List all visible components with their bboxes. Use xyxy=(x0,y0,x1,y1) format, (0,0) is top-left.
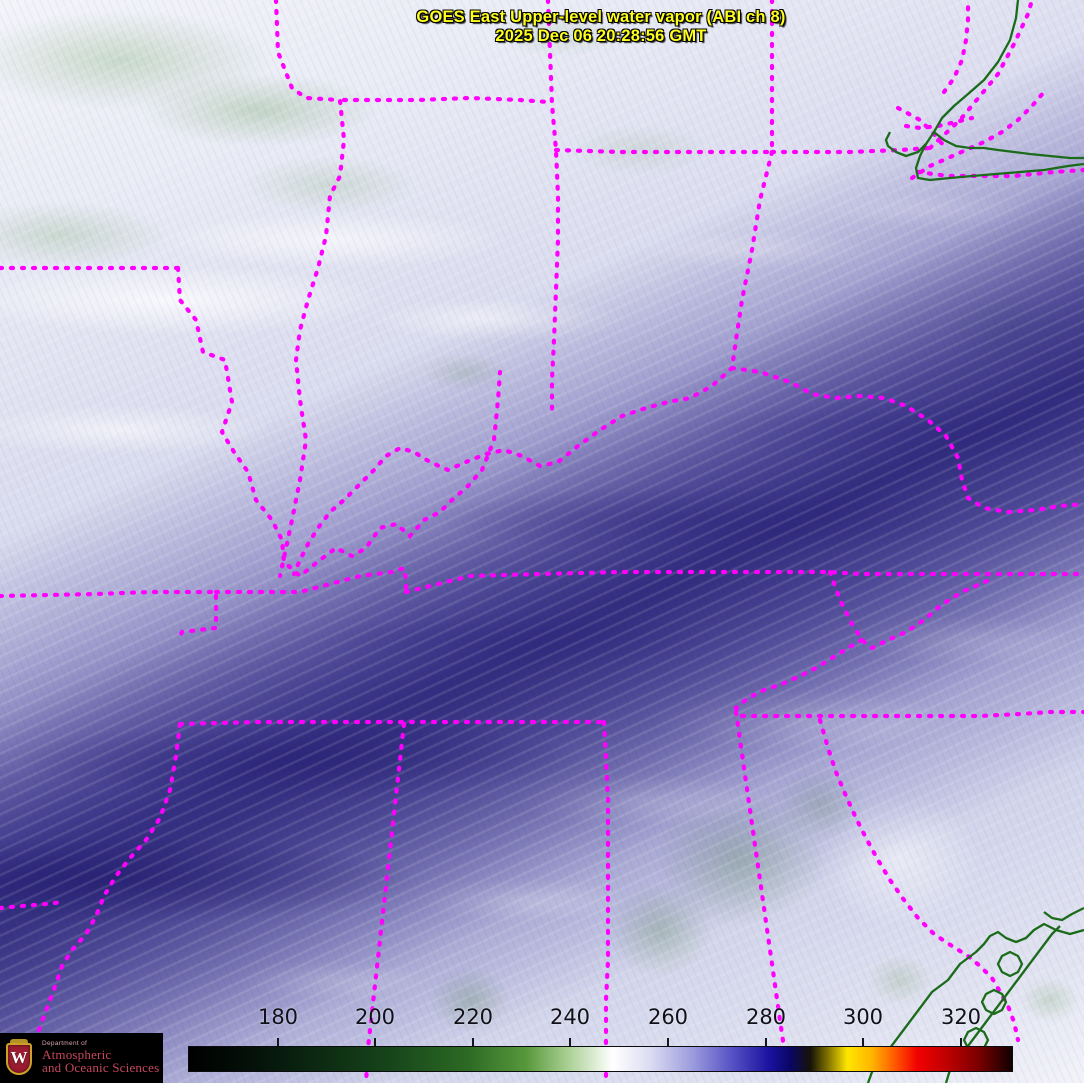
state-border xyxy=(769,145,933,155)
logo-text: Department of Atmospheric and Oceanic Sc… xyxy=(42,1039,160,1076)
state-border xyxy=(817,717,1021,1043)
state-border xyxy=(827,569,997,651)
state-border xyxy=(729,149,775,371)
state-border xyxy=(403,569,1084,595)
crest-shield xyxy=(6,1043,32,1075)
coastline xyxy=(933,131,1084,160)
state-border xyxy=(213,565,409,595)
state-border xyxy=(175,265,503,579)
state-border xyxy=(729,365,1084,515)
uw-crest-icon: W xyxy=(4,1039,34,1077)
uw-aos-logo: W Department of Atmospheric and Oceanic … xyxy=(0,1033,163,1083)
coastline xyxy=(1043,906,1084,922)
colorbar-tick-label: 280 xyxy=(745,1005,787,1029)
colorbar-tick xyxy=(667,1038,669,1051)
state-border xyxy=(733,637,1084,719)
state-border xyxy=(0,589,219,643)
colorbar-tick-label: 200 xyxy=(354,1005,396,1029)
coastline xyxy=(866,922,1084,1083)
colorbar-tick xyxy=(765,1038,767,1051)
state-border xyxy=(545,0,561,413)
state-border xyxy=(291,365,735,577)
state-border xyxy=(553,147,775,155)
colorbar-tick xyxy=(569,1038,571,1051)
colorbar-tick-label: 320 xyxy=(940,1005,982,1029)
state-border xyxy=(601,719,611,1083)
state-border xyxy=(733,709,787,1051)
crest-crown xyxy=(10,1039,28,1046)
colorbar-tick-label: 180 xyxy=(257,1005,299,1029)
colorbar-tick-labels: 180 200 220 240 260 280 300 320 xyxy=(0,1005,1084,1039)
coastline xyxy=(996,950,1024,978)
state-border xyxy=(29,721,183,1051)
coastline xyxy=(914,143,1084,182)
colorbar-tick xyxy=(862,1038,864,1051)
crest-letter: W xyxy=(10,1048,28,1067)
colorbar-tick xyxy=(277,1038,279,1051)
state-border xyxy=(915,167,1084,179)
colorbar-tick-label: 220 xyxy=(452,1005,494,1029)
colorbar-tick-label: 260 xyxy=(647,1005,689,1029)
colorbar: 180 200 220 240 260 280 300 320 xyxy=(0,1005,1084,1083)
colorbar-tick-marks xyxy=(0,1038,1084,1051)
logo-line1: Atmospheric xyxy=(42,1046,112,1062)
state-border xyxy=(341,95,551,105)
coastlines-group xyxy=(866,0,1084,1083)
state-border xyxy=(177,719,607,727)
colorbar-tick-label: 240 xyxy=(549,1005,591,1029)
colorbar-tick xyxy=(960,1038,962,1051)
logo-line2: and Oceanic Sciences xyxy=(42,1060,160,1076)
colorbar-tick xyxy=(472,1038,474,1051)
colorbar-gradient-bar xyxy=(188,1046,1013,1072)
state-border xyxy=(273,0,347,579)
colorbar-tick-label: 300 xyxy=(842,1005,884,1029)
state-border xyxy=(941,0,971,95)
logo-dept-prefix: Department of xyxy=(42,1039,88,1047)
state-border xyxy=(0,899,65,911)
state-border xyxy=(927,0,1035,151)
coastline xyxy=(884,0,1020,158)
coastline xyxy=(980,988,1008,1016)
colorbar-tick xyxy=(374,1038,376,1051)
state-border xyxy=(909,89,1047,181)
